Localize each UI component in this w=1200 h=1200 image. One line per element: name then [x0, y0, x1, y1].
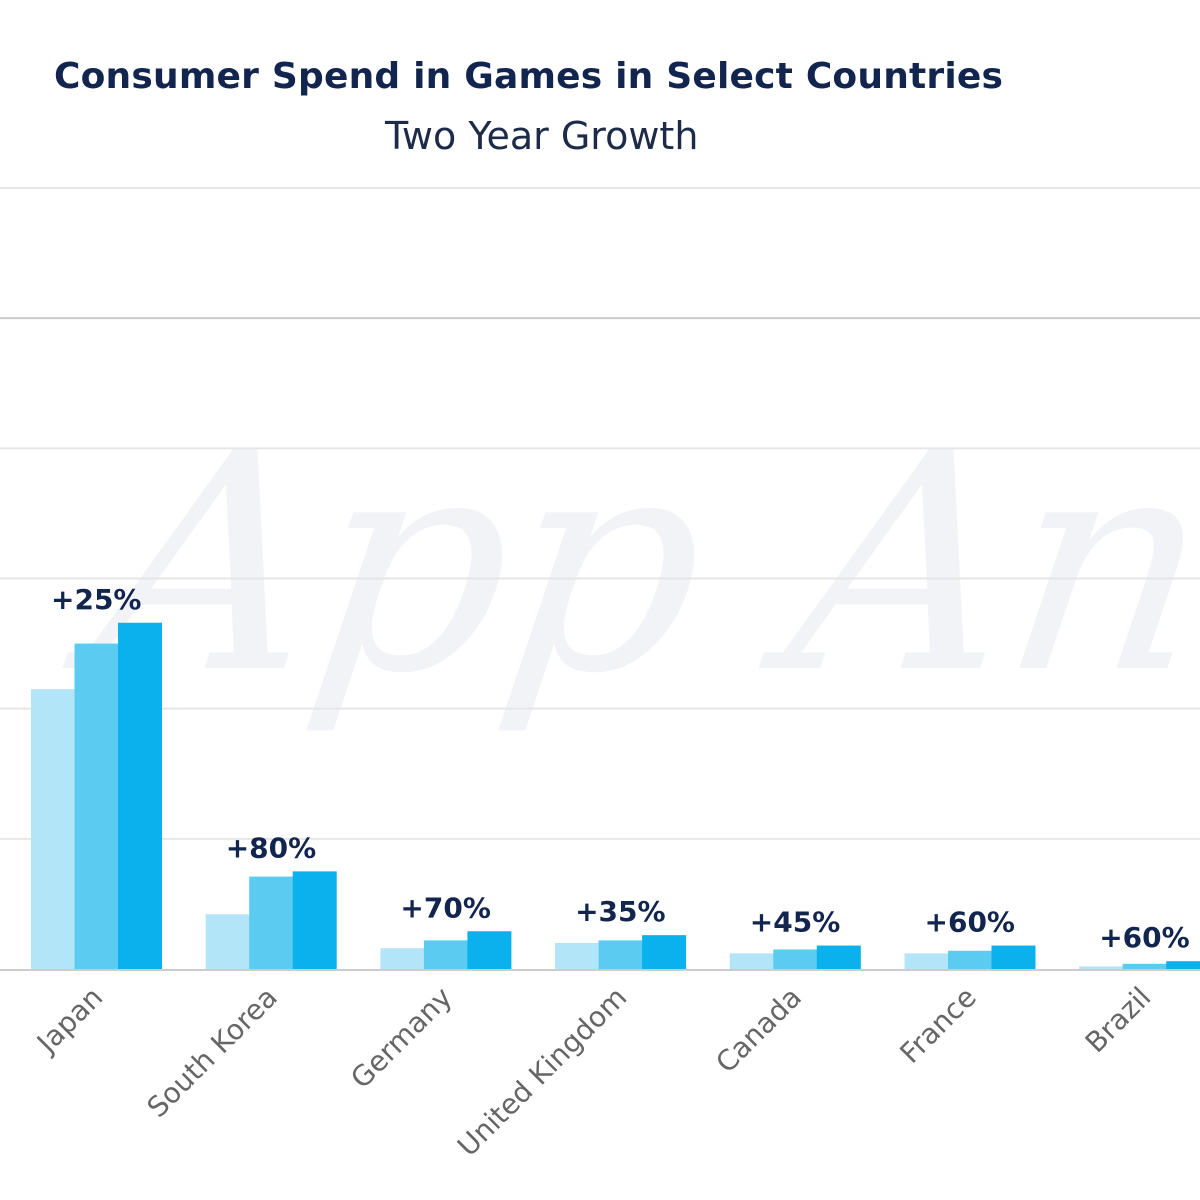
data-label-south-korea: +80% [226, 831, 316, 864]
bar-canada-series-2 [773, 949, 818, 969]
bar-united-kingdom-series-2 [598, 940, 643, 969]
bar-canada-series-3 [816, 945, 861, 969]
bar-canada-series-1 [729, 953, 774, 969]
bar-france-series-1 [904, 953, 949, 969]
bars [31, 622, 1200, 969]
data-label-france: +60% [925, 906, 1015, 939]
bar-united-kingdom-series-3 [642, 935, 687, 969]
bar-brazil-series-3 [1166, 961, 1200, 969]
bar-south-korea-series-1 [205, 914, 250, 969]
data-label-canada: +45% [750, 906, 840, 939]
bar-france-series-3 [991, 945, 1036, 969]
category-label-canada: Canada [709, 981, 808, 1080]
bar-japan-series-3 [118, 622, 162, 969]
chart-subtitle: Two Year Growth [385, 114, 699, 158]
data-label-germany: +70% [400, 891, 490, 924]
bar-germany-series-2 [423, 940, 468, 969]
category-label-south-korea: South Korea [141, 981, 284, 1124]
data-label-brazil: +60% [1099, 921, 1189, 954]
bar-france-series-2 [948, 950, 992, 969]
bar-japan-series-1 [31, 689, 75, 969]
category-label-brazil: Brazil [1079, 981, 1158, 1060]
category-label-united-kingdom: United Kingdom [451, 981, 633, 1163]
bar-brazil-series-2 [1122, 963, 1167, 969]
category-label-france: France [894, 981, 983, 1070]
category-label-germany: Germany [344, 981, 458, 1095]
bar-united-kingdom-series-1 [555, 942, 600, 969]
data-label-japan: +25% [51, 583, 141, 616]
gridlines [0, 187, 1200, 971]
bar-japan-series-2 [74, 643, 119, 969]
category-label-japan: Japan [29, 981, 109, 1061]
data-label-united-kingdom: +35% [575, 895, 665, 928]
bar-south-korea-series-3 [292, 871, 337, 969]
bar-germany-series-1 [380, 948, 425, 969]
bar-germany-series-3 [467, 931, 512, 969]
bar-brazil-series-1 [1079, 966, 1124, 969]
data-labels: +25% +80% +70% +35% +45% +60% +60% [51, 583, 1190, 954]
chart-title: Consumer Spend in Games in Select Countr… [54, 56, 1004, 97]
bar-south-korea-series-2 [249, 876, 294, 969]
